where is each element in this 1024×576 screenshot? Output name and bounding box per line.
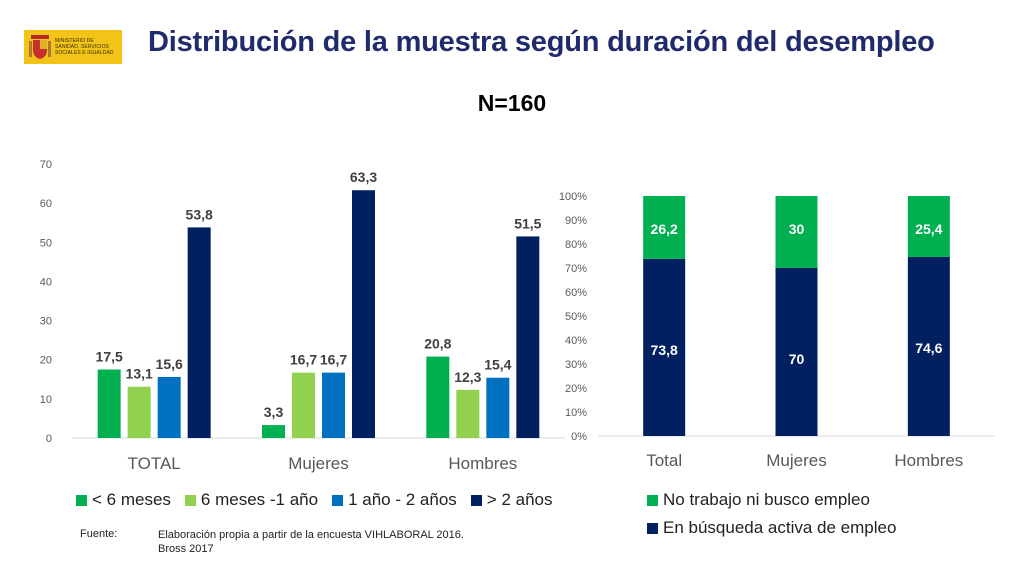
page-title: Distribución de la muestra según duració… (148, 26, 935, 58)
x-tick-label: Hombres (894, 451, 963, 470)
y-tick-label: 80% (565, 239, 587, 251)
source-line: Elaboración propia a partir de la encues… (158, 529, 464, 541)
data-label: 26,2 (651, 221, 678, 237)
y-tick-label: 30 (40, 316, 52, 328)
data-label: 73,8 (651, 342, 678, 358)
y-tick-label: 20 (40, 355, 52, 367)
search-stacked-chart: 0% 10% 20% 30% 40% 50% 60% 70% 80% 90% 100% Total 73… (559, 191, 995, 470)
bar (426, 356, 450, 438)
stacked-bar-segment (775, 196, 818, 268)
data-label: 74,6 (915, 340, 942, 356)
y-tick-label: 30% (565, 359, 587, 371)
y-tick-label: 50 (40, 237, 52, 249)
bar (516, 236, 540, 438)
legend-item: En búsqueda activa de empleo (647, 518, 896, 538)
logo-text: MINISTERIO DE SANIDAD, SERVICIOS SOCIALE… (55, 38, 114, 56)
legend-label: En búsqueda activa de empleo (663, 518, 897, 537)
legend-label: < 6 meses (92, 490, 171, 509)
y-tick-label: 60% (565, 287, 587, 299)
x-tick-label: Total (646, 451, 682, 470)
y-tick-label: 70% (565, 263, 587, 275)
legend-item: < 6 meses (76, 490, 171, 510)
data-label: 17,5 (96, 349, 123, 365)
bar (187, 227, 211, 438)
source-label: Fuente: (80, 528, 118, 540)
x-tick-label: Mujeres (766, 451, 826, 470)
y-tick-label: 60 (40, 198, 52, 210)
stacked-bar-segment (643, 258, 686, 436)
y-tick-label: 50% (565, 311, 587, 323)
stacked-bar-segment (775, 268, 818, 436)
bar (292, 372, 315, 438)
bar (262, 425, 285, 438)
data-label: 63,3 (350, 169, 377, 185)
bar (352, 190, 375, 438)
y-tick-label: 10 (40, 394, 52, 406)
data-label: 51,5 (514, 215, 541, 231)
legend-swatch (332, 494, 344, 506)
bar (456, 389, 480, 438)
bar (127, 386, 151, 438)
legend-item: > 2 años (470, 490, 553, 510)
x-tick-label: Mujeres (288, 454, 348, 473)
stacked-bar-segment (643, 196, 686, 259)
data-label: 30 (789, 221, 805, 237)
legend-swatch (647, 494, 658, 506)
legend-label: No trabajo ni busco empleo (663, 490, 870, 509)
stacked-bar-segment (907, 196, 950, 257)
bar (157, 376, 181, 438)
x-tick-label: Hombres (448, 454, 517, 473)
stacked-bar-segment (907, 256, 950, 436)
x-tick-label: TOTAL (128, 454, 181, 473)
data-label: 70 (789, 351, 805, 367)
legend-swatch (184, 494, 196, 506)
coat-of-arms-icon (29, 35, 51, 59)
data-label: 16,7 (320, 352, 347, 368)
ministry-logo: MINISTERIO DE SANIDAD, SERVICIOS SOCIALE… (24, 30, 122, 64)
y-tick-label: 20% (565, 383, 587, 395)
data-label: 12,3 (454, 369, 481, 385)
legend-item: No trabajo ni busco empleo (647, 490, 896, 510)
duration-bar-chart: 0 10 20 30 40 50 60 70 TOTAL 17,513,115,6 53,8 Muje… (40, 159, 565, 473)
y-tick-label: 0 (46, 433, 52, 445)
y-tick-label: 0% (571, 431, 587, 443)
data-label: 20,8 (424, 336, 451, 352)
legend-swatch (76, 494, 87, 506)
y-tick-label: 40 (40, 276, 52, 288)
data-label: 16,7 (290, 352, 317, 368)
data-label: 25,4 (915, 221, 942, 237)
legend-label: 1 año - 2 años (348, 490, 457, 509)
bar (322, 372, 345, 438)
legend-label: 6 meses -1 año (200, 490, 319, 509)
bar (97, 369, 121, 438)
y-tick-label: 70 (40, 159, 52, 171)
legend-swatch (470, 494, 482, 506)
data-label: 15,4 (484, 357, 511, 373)
data-label: 13,1 (126, 366, 153, 382)
source-line: Bross 2017 (158, 543, 214, 555)
legend-label: > 2 años (486, 490, 553, 509)
legend-duration: < 6 meses 6 meses -1 año 1 año - 2 años … (76, 490, 553, 510)
data-label: 53,8 (186, 206, 213, 222)
y-tick-label: 100% (559, 191, 587, 203)
legend-swatch (647, 522, 658, 534)
data-label: 15,6 (156, 356, 183, 372)
legend-item: 6 meses -1 año (184, 490, 319, 510)
y-tick-label: 10% (565, 407, 587, 419)
data-label: 3,3 (264, 404, 284, 420)
y-tick-label: 40% (565, 335, 587, 347)
legend-search: No trabajo ni busco empleo En búsqueda a… (647, 490, 896, 546)
source-note: Fuente: Elaboración propia a partir de l… (80, 528, 464, 556)
bar (486, 377, 510, 438)
legend-item: 1 año - 2 años (332, 490, 457, 510)
y-tick-label: 90% (565, 215, 587, 227)
sample-size: N=160 (477, 90, 547, 116)
